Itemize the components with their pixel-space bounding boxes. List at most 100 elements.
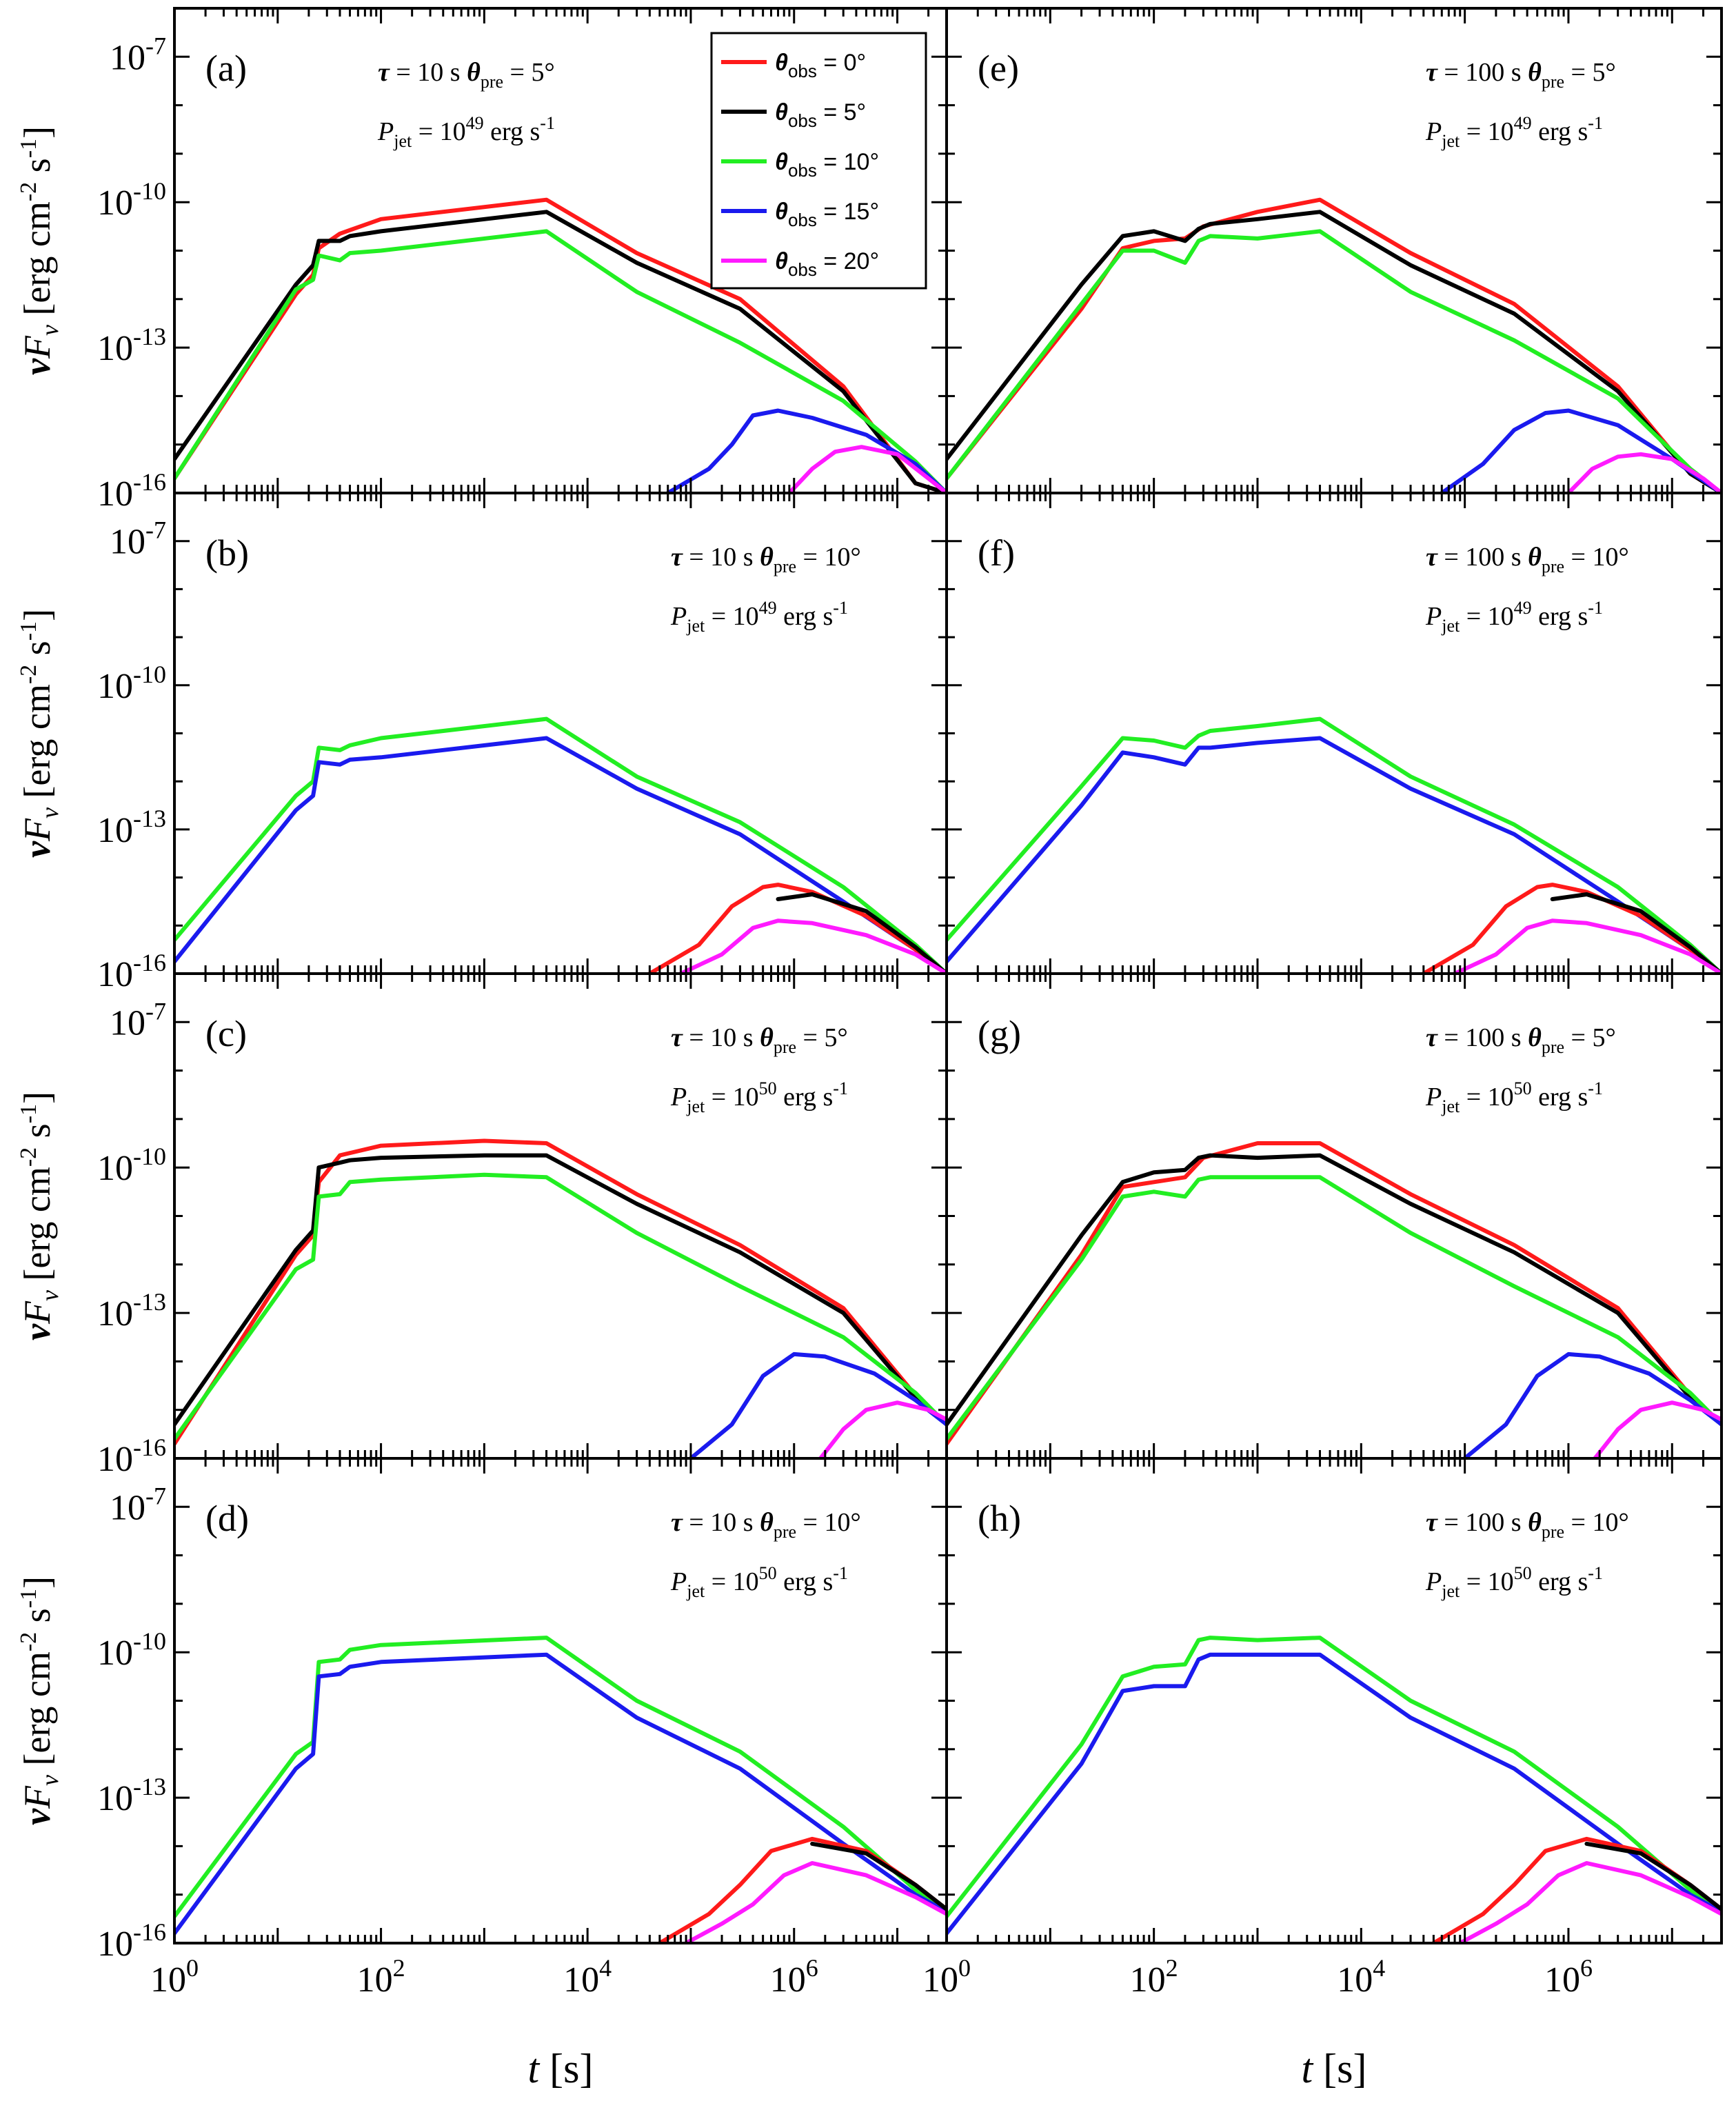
panel-h-series <box>947 1636 1722 1943</box>
panel-c-y-tick-label-base: 10 <box>97 1294 133 1334</box>
y-axis-sub: ν <box>36 1290 63 1301</box>
y-axis-close: ] <box>17 609 58 621</box>
panel-b-y-tick-label: 10-10 <box>97 661 166 706</box>
panel-d-y-tick-label-exp: -13 <box>133 1773 166 1800</box>
pjet-eq: = 10 <box>705 1083 758 1112</box>
legend: θobs = 0°θobs = 5°θobs = 10°θobs = 15°θo… <box>710 32 927 290</box>
panel-e-label: (e) <box>978 48 1019 89</box>
tau-symbol: τ <box>1426 1508 1438 1537</box>
panel-h-x-tick-label-exp: 0 <box>958 1954 971 1982</box>
legend-value: = 5° <box>817 99 866 125</box>
y-axis-nu: ν <box>17 841 58 858</box>
panel-h-ticks <box>945 1457 1723 1944</box>
panel-b-y-tick-label: 10-7 <box>110 516 166 562</box>
theta-value: = 10° <box>796 1508 861 1537</box>
panel-d-y-tick-label: 10-7 <box>110 1482 166 1527</box>
axis-titles: t [s] t [s]νFν [erg cm-2 s-1]νFν [erg cm-… <box>16 126 1366 2091</box>
panel-g-series-line-0 <box>947 1141 1722 1446</box>
y-axis-unit-a: [erg cm <box>17 684 58 807</box>
y-axis-sub: ν <box>36 325 63 336</box>
panel-d-x-tick-label: 102 <box>357 1954 405 2000</box>
tau-value: = 100 s <box>1437 58 1528 87</box>
y-axis-close: ] <box>17 1092 58 1104</box>
y-axis-f: F <box>17 1785 58 1809</box>
panel-c-y-tick-label: 10-16 <box>97 1434 166 1479</box>
y-axis-nu: ν <box>17 1323 58 1340</box>
theta-value: = 5° <box>1564 58 1616 87</box>
panel-h-x-tick-label: 102 <box>1130 1954 1178 2000</box>
pjet-eq: = 10 <box>1460 1083 1513 1112</box>
panel-b-params-line2: Pjet = 1049 erg s-1 <box>670 598 848 636</box>
panel-d-y-tick-label-base: 10 <box>97 1633 133 1673</box>
theta-sub: pre <box>1542 556 1564 576</box>
panel-a-y-tick-label: 10-13 <box>97 323 166 368</box>
pjet-unit: erg s <box>1532 602 1588 631</box>
pjet-symbol: P <box>1425 602 1442 631</box>
panel-a-y-tick-label-base: 10 <box>97 474 133 514</box>
legend-sub: obs <box>788 61 817 81</box>
legend-sub: obs <box>788 210 817 230</box>
pjet-symbol: P <box>1425 1083 1442 1112</box>
pjet-sub: jet <box>1441 131 1460 151</box>
panel-d-y-tick-label-base: 10 <box>97 1779 133 1818</box>
tau-symbol: τ <box>671 543 683 572</box>
panel-a-label: (a) <box>205 48 247 89</box>
panel-b-series-line-4 <box>678 918 947 974</box>
panel-d-params-line2: Pjet = 1050 erg s-1 <box>670 1563 848 1601</box>
panel-a-y-tick-label-exp: -10 <box>133 177 166 205</box>
panel-b-y-tick-label-base: 10 <box>97 667 133 706</box>
pjet-sub: jet <box>686 1096 705 1116</box>
pjet-eq: = 10 <box>1460 1567 1513 1596</box>
pjet-unit: erg s <box>777 1567 834 1596</box>
pjet-sub: jet <box>686 1581 705 1601</box>
theta-symbol: θ <box>1528 58 1542 87</box>
y-axis-unit-b: s <box>17 158 58 182</box>
theta-symbol: θ <box>760 543 774 572</box>
panel-b-y-tick-label-exp: -16 <box>133 949 166 976</box>
pjet-exp: 50 <box>759 1078 777 1098</box>
pjet-unit-exp: -1 <box>1588 1563 1603 1583</box>
y-axis-unit-a: [erg cm <box>17 1651 58 1775</box>
panel-d-x-tick-label-exp: 6 <box>806 1954 818 1982</box>
panel-h-x-tick-label-base: 10 <box>1130 1960 1166 2000</box>
legend-label-3: θobs = 15° <box>775 199 879 230</box>
pjet-symbol: P <box>670 602 687 631</box>
panel-e-params-line2: Pjet = 1049 erg s-1 <box>1425 113 1603 151</box>
panel-e-series-line-1 <box>947 210 1722 493</box>
legend-theta: θ <box>775 248 788 274</box>
pjet-eq: = 10 <box>1460 117 1513 146</box>
panel-d-series-line-4 <box>684 1861 947 1943</box>
y-axis-title-1: νFν [erg cm-2 s-1] <box>16 609 63 858</box>
panel-a-series-line-2 <box>174 229 947 493</box>
pjet-unit-exp: -1 <box>1588 113 1603 133</box>
panel-d-x-tick-label: 106 <box>770 1954 818 2000</box>
theta-value: = 5° <box>503 58 555 87</box>
x-axis-symbol: t <box>1302 2046 1314 2091</box>
pjet-unit: erg s <box>1532 117 1588 146</box>
panel-c-series-line-4 <box>818 1400 947 1458</box>
y-axis-sub: ν <box>36 1775 63 1786</box>
theta-value: = 10° <box>1564 543 1629 572</box>
panel-h-series-line-3 <box>1584 1841 1722 1911</box>
panel-a-y-tick-label-base: 10 <box>97 183 133 223</box>
panel-g-label: (g) <box>978 1013 1021 1054</box>
pjet-exp: 49 <box>759 598 777 618</box>
pjet-sub: jet <box>1441 1096 1460 1116</box>
pjet-sub: jet <box>1441 1581 1460 1601</box>
theta-value: = 5° <box>1564 1023 1616 1052</box>
legend-label-1: θobs = 5° <box>775 99 866 131</box>
tau-value: = 10 s <box>683 1023 760 1052</box>
panel-e: (e) τ = 100 s θpre = 5° Pjet = 1049 erg s-… <box>945 7 1723 494</box>
panel-g-series-line-1 <box>947 1153 1722 1427</box>
legend-theta: θ <box>775 50 788 76</box>
theta-symbol: θ <box>1528 543 1542 572</box>
panel-b-y-tick-label: 10-16 <box>97 949 166 994</box>
panel-c-series-line-0 <box>174 1138 947 1446</box>
pjet-unit-exp: -1 <box>833 1563 848 1583</box>
pjet-symbol: P <box>670 1567 687 1596</box>
panel-b-params-line1: τ = 10 s θpre = 10° <box>671 543 861 576</box>
panel-f-series-line-3 <box>1550 892 1722 974</box>
